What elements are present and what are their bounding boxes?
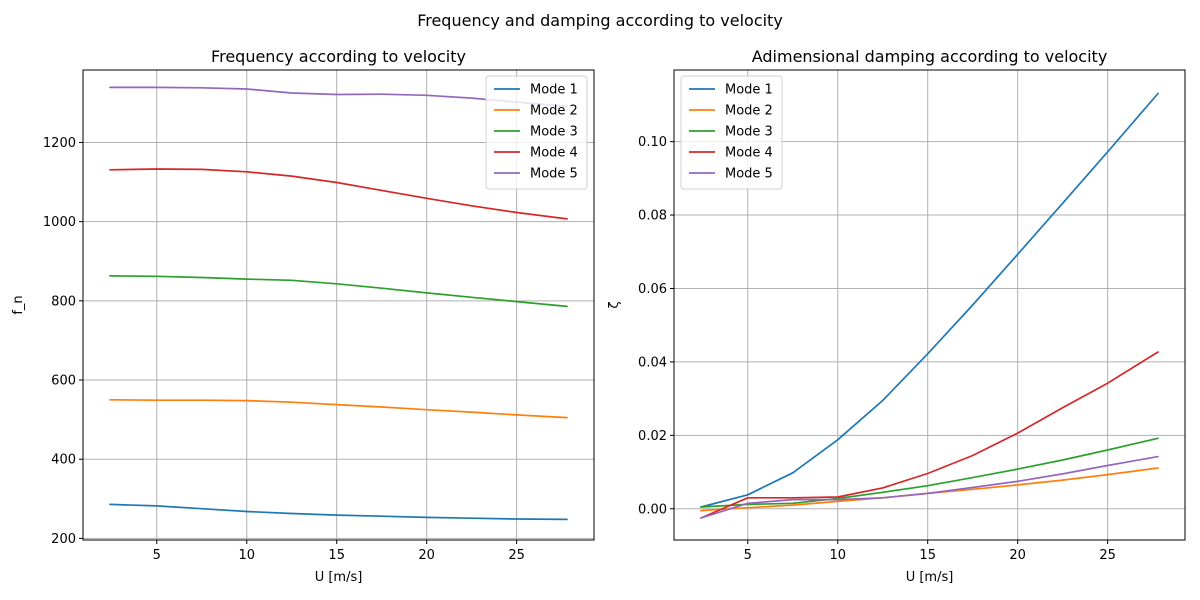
y-tick-label: 0.10 xyxy=(638,135,667,150)
series-line-mode-5 xyxy=(700,455,1159,519)
y-tick-label: 0.02 xyxy=(638,429,667,444)
legend-frame xyxy=(680,75,783,190)
y-tick-label: 0.08 xyxy=(638,209,667,224)
legend: Mode 1 Mode 2 Mode 3 Mode 4 Mode 5 xyxy=(485,75,588,190)
x-tick-label: 10 xyxy=(829,548,846,563)
x-tick-label: 25 xyxy=(1099,548,1116,563)
plot-frame xyxy=(82,69,595,541)
chart-title: Frequency according to velocity xyxy=(211,47,466,66)
y-tick-label: 1000 xyxy=(43,215,76,230)
x-tick-label: 5 xyxy=(744,548,752,563)
series-line-mode-4 xyxy=(700,351,1159,519)
x-tick-label: 20 xyxy=(1009,548,1026,563)
y-tick-label: 600 xyxy=(51,374,76,389)
series-line-mode-3 xyxy=(109,275,568,308)
x-tick-label: 25 xyxy=(508,548,525,563)
plot-frame xyxy=(673,69,1186,541)
y-axis-label: ζ xyxy=(607,301,622,308)
y-tick-label: 800 xyxy=(51,294,76,309)
legend-label: Mode 5 xyxy=(530,167,578,182)
y-axis-label: f_n xyxy=(11,295,26,314)
legend-label: Mode 4 xyxy=(725,146,773,161)
y-tick-label: 0.06 xyxy=(638,282,667,297)
frequency-chart: 5 10 15 20 25 200 400 600 800 1000 1200 Frequency a… xyxy=(11,47,595,585)
x-tick-label: 5 xyxy=(153,548,161,563)
legend: Mode 1 Mode 2 Mode 3 Mode 4 Mode 5 xyxy=(680,75,783,190)
series-line-mode-3 xyxy=(700,437,1159,508)
y-tick-label: 400 xyxy=(51,453,76,468)
legend-label: Mode 1 xyxy=(725,83,773,98)
legend-label: Mode 2 xyxy=(530,104,578,119)
legend-label: Mode 4 xyxy=(530,146,578,161)
y-tick-label: 0.04 xyxy=(638,355,667,370)
legend-label: Mode 3 xyxy=(725,125,773,140)
legend-frame xyxy=(485,75,588,190)
legend-label: Mode 1 xyxy=(530,83,578,98)
x-tick-label: 10 xyxy=(238,548,255,563)
damping-chart: 5 10 15 20 25 0.00 0.02 0.04 0.06 0.08 0.10 Adimens… xyxy=(607,47,1186,585)
series-line-mode-2 xyxy=(109,398,568,419)
legend-label: Mode 3 xyxy=(530,125,578,140)
y-tick-label: 1200 xyxy=(43,136,76,151)
series-line-mode-4 xyxy=(109,168,568,220)
x-axis-label: U [m/s] xyxy=(906,570,954,585)
y-tick-label: 0.00 xyxy=(638,502,667,517)
series-line-mode-1 xyxy=(700,92,1159,508)
x-tick-label: 15 xyxy=(328,548,345,563)
legend-label: Mode 2 xyxy=(725,104,773,119)
x-axis-label: U [m/s] xyxy=(315,570,363,585)
x-tick-label: 15 xyxy=(919,548,936,563)
figure-suptitle: Frequency and damping according to veloc… xyxy=(417,11,783,30)
series-line-mode-1 xyxy=(109,503,568,521)
legend-label: Mode 5 xyxy=(725,167,773,182)
chart-title: Adimensional damping according to veloci… xyxy=(752,47,1108,66)
x-tick-label: 20 xyxy=(418,548,435,563)
y-tick-label: 200 xyxy=(51,532,76,547)
